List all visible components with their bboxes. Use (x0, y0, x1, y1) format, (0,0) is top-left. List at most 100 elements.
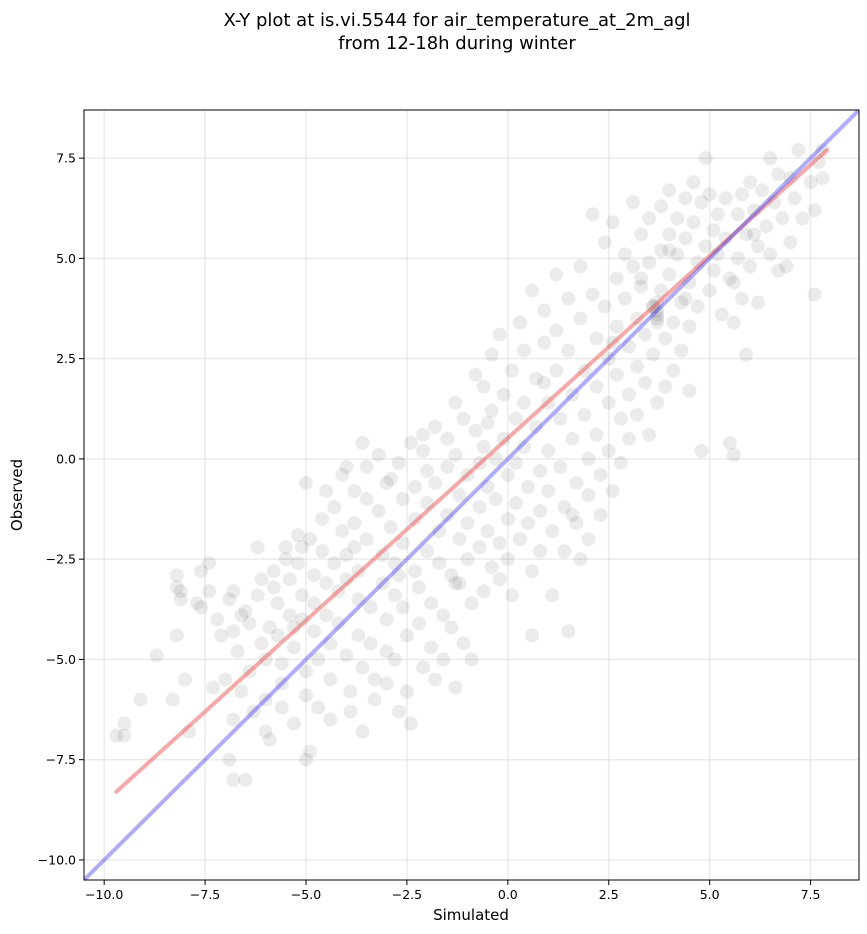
data-point (194, 564, 209, 579)
data-point (561, 291, 576, 306)
data-point (250, 588, 265, 603)
data-point (169, 568, 184, 583)
data-point (117, 728, 132, 743)
data-point (444, 568, 459, 583)
data-point (549, 363, 564, 378)
data-point (597, 299, 612, 314)
data-point (472, 540, 487, 555)
data-point (771, 167, 786, 182)
data-point (109, 728, 124, 743)
data-point (327, 556, 342, 571)
data-point (763, 151, 778, 166)
data-point (278, 552, 293, 567)
data-point (278, 540, 293, 555)
data-point (694, 443, 709, 458)
data-point (722, 271, 737, 286)
data-point (553, 411, 568, 426)
data-point (702, 283, 717, 298)
data-point (347, 516, 362, 531)
data-point (274, 676, 289, 691)
data-point (359, 492, 374, 507)
data-point (452, 532, 467, 547)
data-point (492, 327, 507, 342)
x-tick-label: 5.0 (700, 887, 720, 902)
data-point (387, 652, 402, 667)
data-point (702, 187, 717, 202)
data-point (755, 183, 770, 198)
data-point (440, 431, 455, 446)
data-point (706, 263, 721, 278)
plot-frame (83, 109, 860, 881)
data-point (412, 580, 427, 595)
data-point (529, 419, 544, 434)
data-point (407, 479, 422, 494)
lines-layer (84, 110, 859, 880)
data-point (274, 656, 289, 671)
data-point (698, 239, 713, 254)
data-point (666, 363, 681, 378)
data-point (395, 536, 410, 551)
data-point (420, 544, 435, 559)
data-point (311, 652, 326, 667)
data-point (743, 259, 758, 274)
data-point (424, 640, 439, 655)
data-point (541, 483, 556, 498)
data-point (500, 512, 515, 527)
data-point (339, 459, 354, 474)
data-point (775, 211, 790, 226)
data-point (751, 295, 766, 310)
data-point (355, 435, 370, 450)
data-point (347, 540, 362, 555)
fit-line (114, 148, 829, 794)
data-point (573, 311, 588, 326)
data-point (339, 648, 354, 663)
x-tick-label: 7.5 (801, 887, 821, 902)
data-point (214, 628, 229, 643)
data-point (335, 524, 350, 539)
data-point (585, 287, 600, 302)
data-point (218, 672, 233, 687)
data-point (516, 395, 531, 410)
data-point (601, 395, 616, 410)
y-tick-label: 2.5 (56, 351, 76, 366)
data-point (533, 463, 548, 478)
data-point (395, 492, 410, 507)
data-point (299, 752, 314, 767)
x-tick-label: −5.0 (291, 887, 321, 902)
identity-line (84, 110, 859, 880)
data-point (335, 467, 350, 482)
data-point (609, 367, 624, 382)
data-point (242, 616, 257, 631)
data-point (650, 311, 665, 326)
data-point (625, 259, 640, 274)
data-point (605, 215, 620, 230)
data-point (726, 447, 741, 462)
data-point (460, 516, 475, 531)
data-point (730, 207, 745, 222)
data-point (266, 564, 281, 579)
data-point (734, 187, 749, 202)
data-point (537, 335, 552, 350)
data-point (339, 548, 354, 563)
data-point (670, 247, 685, 262)
data-point (476, 379, 491, 394)
data-point (452, 488, 467, 502)
data-point (234, 684, 249, 699)
data-point (407, 564, 422, 579)
data-point (694, 195, 709, 210)
data-point (525, 628, 540, 643)
data-point (266, 580, 281, 595)
data-point (351, 628, 366, 643)
data-point (484, 560, 499, 575)
data-point (662, 267, 677, 282)
data-point (541, 443, 556, 458)
data-point (428, 475, 443, 490)
data-point (202, 584, 217, 599)
data-point (403, 435, 418, 450)
data-point (270, 628, 285, 643)
data-point (726, 315, 741, 330)
data-point (290, 556, 305, 571)
data-point (448, 576, 463, 591)
data-point (448, 680, 463, 695)
